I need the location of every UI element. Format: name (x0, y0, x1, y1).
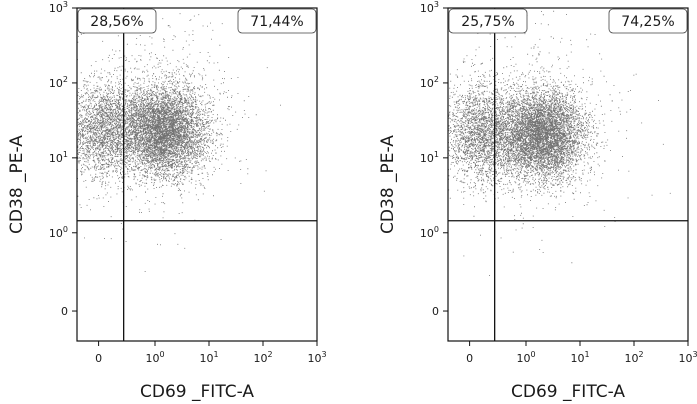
quadrant-label-box (448, 8, 528, 34)
x-tick-label: 101 (570, 350, 589, 365)
y-tick-label: 100 (49, 225, 68, 240)
x-tick-label: 0 (466, 352, 473, 365)
y-tick-label: 102 (49, 75, 68, 90)
quadrant-percentage: 28,56% (90, 14, 143, 30)
y-axis-label: CD38 _PE-A (378, 135, 398, 234)
quadrant-label-box (608, 8, 688, 34)
event-dots (77, 11, 281, 272)
x-tick-label: 103 (678, 350, 697, 365)
x-tick-label: 103 (307, 350, 326, 365)
x-tick-label: 102 (253, 350, 272, 365)
dot-plot-right: 25,75% 74,25% 0 100 101 102 103 0 100 101 102 103 CD… (378, 0, 697, 402)
x-axis-label: CD69 _FITC-A (140, 382, 254, 402)
x-tick-label: 100 (516, 350, 535, 365)
x-tick-label: 101 (199, 350, 218, 365)
plot-frame (447, 7, 689, 342)
x-axis-label: CD69 _FITC-A (511, 382, 625, 402)
y-tick-label: 0 (61, 305, 68, 318)
plot-frame (76, 7, 318, 342)
event-cloud (448, 8, 671, 276)
y-tick-label: 0 (432, 305, 439, 318)
x-tick-label: 100 (145, 350, 164, 365)
quadrant-percentage: 71,44% (250, 14, 303, 30)
x-tick-label: 102 (624, 350, 643, 365)
y-tick-label: 102 (420, 75, 439, 90)
dot-plot-left: 28,56% 71,44% 0 100 101 102 103 0 100 101 102 103 CD… (7, 0, 327, 402)
y-tick-label: 103 (420, 0, 439, 15)
quadrant-percentage: 74,25% (621, 14, 674, 30)
event-cloud (77, 11, 281, 272)
y-axis-label: CD38 _PE-A (7, 135, 27, 234)
x-tick-label: 0 (95, 352, 102, 365)
y-tick-label: 101 (49, 150, 68, 165)
quadrant-percentage: 25,75% (461, 14, 514, 30)
quadrant-label-box (77, 8, 157, 34)
y-tick-label: 100 (420, 225, 439, 240)
y-tick-label: 101 (420, 150, 439, 165)
y-tick-label: 103 (49, 0, 68, 15)
quadrant-label-box (237, 8, 317, 34)
event-dots (448, 8, 671, 276)
